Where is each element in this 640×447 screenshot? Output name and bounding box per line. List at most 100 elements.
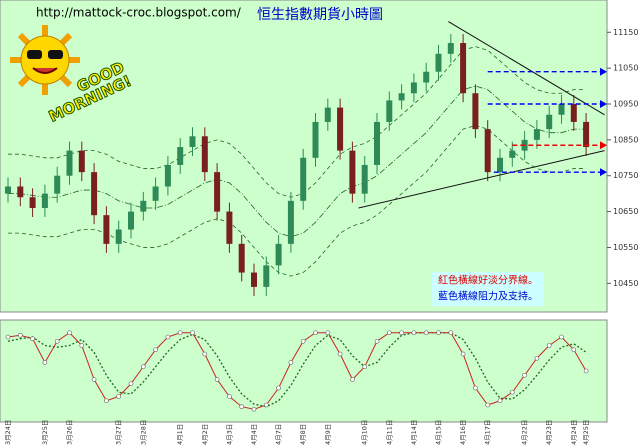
x-tick-label: 4月3日 <box>225 424 233 445</box>
candle-body <box>177 147 184 165</box>
level-arrow <box>600 141 607 150</box>
stoch-k-point <box>485 402 491 408</box>
x-tick-label: 3月24日 <box>4 420 12 445</box>
stoch-k-point <box>509 389 515 395</box>
candle-body <box>5 186 11 194</box>
stoch-k-point <box>473 385 478 391</box>
stoch-k-point <box>423 330 429 336</box>
stoch-d <box>7 332 587 408</box>
stoch-k-point <box>497 398 503 404</box>
x-tick-label: 3月25日 <box>41 420 49 445</box>
stoch-k-point <box>399 330 404 336</box>
stoch-k-point <box>202 351 208 357</box>
candle-body <box>460 43 467 94</box>
stoch-k-point <box>30 336 35 342</box>
stoch-k-point <box>350 377 355 382</box>
trendline <box>448 21 605 116</box>
candle-body <box>447 43 454 54</box>
stoch-k-point <box>17 332 23 338</box>
stoch-k-point <box>239 404 244 410</box>
stoch-k-point <box>177 330 183 336</box>
stoch-k-point <box>300 338 306 344</box>
candle-body <box>17 186 24 198</box>
x-tick-label: 4月9日 <box>324 424 332 445</box>
stoch-k-point <box>559 334 564 340</box>
stoch-k-point <box>362 364 368 370</box>
candle-body <box>398 93 405 101</box>
stoch-k-point <box>91 377 97 382</box>
stoch-k-point <box>448 330 454 336</box>
candle-body <box>497 157 503 173</box>
candle-body <box>91 172 98 216</box>
y-tick-label: 10450 <box>613 279 638 288</box>
candle-body <box>78 150 85 173</box>
candle-body <box>238 243 245 273</box>
candle-body <box>337 107 344 151</box>
stoch-k-point <box>386 330 392 336</box>
candle-body <box>300 157 307 201</box>
stoch-k-point <box>436 330 441 336</box>
x-tick-label: 3月26日 <box>66 420 74 445</box>
level-arrow <box>600 67 607 76</box>
stoch-k-point <box>251 406 257 412</box>
stoch-k-point <box>571 347 577 353</box>
stoch-k-point <box>214 377 220 382</box>
candle-body <box>558 104 565 115</box>
x-tick-label: 4月22日 <box>521 420 529 445</box>
candle-body <box>103 215 110 244</box>
candle-body <box>226 211 233 244</box>
note-box <box>432 272 544 306</box>
candle-body <box>263 265 270 287</box>
candle-body <box>509 150 516 158</box>
stoch-k-point <box>374 338 380 344</box>
stoch-k-point <box>141 364 146 370</box>
x-tick-label: 3月27日 <box>115 420 123 445</box>
trendline <box>358 150 605 209</box>
oscillator-panel <box>0 319 608 423</box>
candle-body <box>570 104 577 122</box>
candle-body <box>287 200 294 244</box>
band-line <box>8 46 587 198</box>
candle-body <box>533 129 540 140</box>
candle-body <box>423 71 430 83</box>
y-tick-label: 10850 <box>613 135 638 144</box>
candle-body <box>361 164 368 194</box>
x-tick-label: 4月8日 <box>299 424 307 445</box>
y-tick-label: 10550 <box>613 243 638 252</box>
stoch-k-point <box>325 330 331 336</box>
stoch-k-point <box>165 334 171 340</box>
x-tick-label: 4月25日 <box>582 420 590 445</box>
x-tick-label: 4月11日 <box>385 420 393 445</box>
x-tick-label: 4月10日 <box>361 420 369 445</box>
candle-body <box>484 129 491 173</box>
candle-body <box>29 197 36 208</box>
candle-body <box>435 53 442 72</box>
candle-body <box>312 121 319 158</box>
candle-body <box>214 172 221 212</box>
x-tick-label: 4月2日 <box>201 424 209 445</box>
stoch-k-point <box>190 330 195 336</box>
candle-body <box>128 211 134 230</box>
x-tick-label: 3月28日 <box>139 420 147 445</box>
candle-body <box>386 100 393 122</box>
logo <box>10 25 80 95</box>
candle-body <box>140 200 147 212</box>
x-tick-label: 4月24日 <box>570 420 578 445</box>
candle-body <box>583 121 590 148</box>
stoch-k-point <box>411 330 417 336</box>
x-tick-label: 4月4日 <box>250 424 258 445</box>
stoch-k-point <box>337 351 343 357</box>
stoch-k-point <box>79 343 85 348</box>
stoch-k-point <box>104 398 109 404</box>
level-arrow <box>600 100 607 108</box>
candle-body <box>66 150 73 176</box>
candle-body <box>201 136 208 173</box>
stoch-k-point <box>288 360 294 365</box>
note: 藍色橫線阻力及支持。 <box>438 290 538 303</box>
candle-body <box>164 164 171 187</box>
candle-body <box>410 82 417 94</box>
candle-body <box>275 243 282 266</box>
x-tick-label: 4月16日 <box>459 420 467 445</box>
stoch-k-point <box>313 330 318 336</box>
x-tick-label: 4月14日 <box>410 420 418 445</box>
